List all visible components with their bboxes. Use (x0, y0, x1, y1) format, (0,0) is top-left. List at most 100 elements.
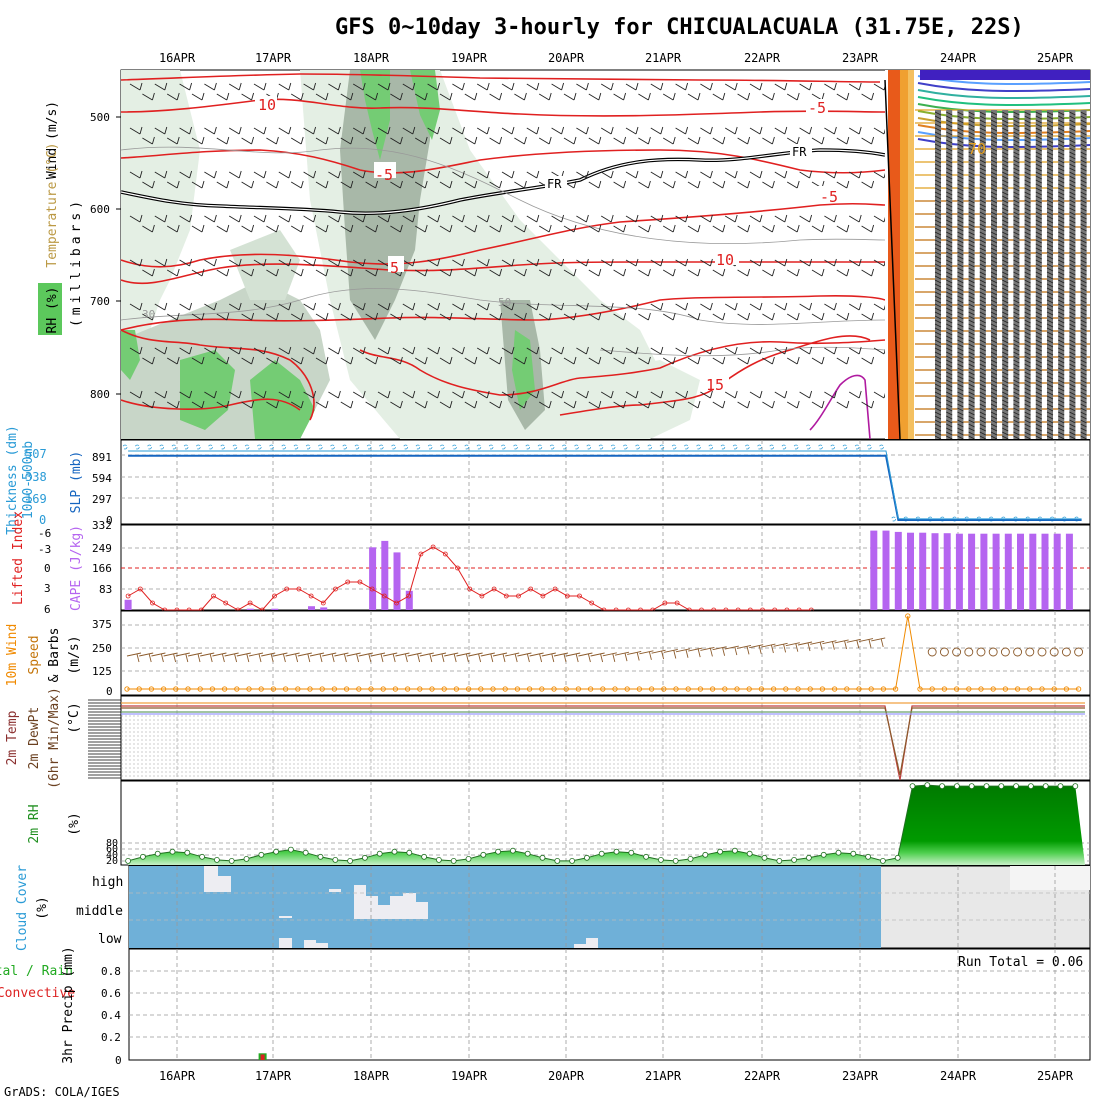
label-lifted-index: Lifted Index (11, 511, 26, 605)
slp-point (671, 444, 677, 450)
calm-circle (988, 647, 998, 657)
slp-point (720, 444, 726, 450)
wind-speed-point (685, 686, 691, 692)
slp-point (598, 444, 604, 450)
precip-panel: Run Total = 0.06 0.8 0.6 0.4 0.2 0 Total… (0, 946, 1091, 1067)
wind-speed-point (343, 686, 350, 692)
contour-label-temp-10b: 10 (716, 251, 734, 269)
cape-tick-249: 249 (92, 542, 112, 555)
calm-circle (939, 647, 949, 657)
slp-point (366, 444, 372, 450)
label-total-rain: Total / Rain (0, 964, 73, 979)
contour-label-30: 30 (142, 308, 155, 321)
barb-column (1024, 110, 1031, 439)
wind-speed-point (612, 686, 618, 692)
rh-point (613, 848, 620, 855)
wind-speed-point (600, 686, 606, 692)
label-slp: SLP (mb) (69, 451, 84, 514)
wind-speed-point (978, 686, 984, 692)
calm-circle (952, 647, 962, 657)
rh-point (421, 853, 428, 860)
slp-point (635, 444, 640, 450)
slp-point (183, 444, 189, 450)
bottom-date-label: 21APR (645, 1069, 682, 1083)
li-point (589, 600, 595, 606)
calm-circle (1000, 647, 1010, 657)
rh-point (524, 850, 531, 857)
rh-point (169, 848, 176, 855)
slp-point (256, 444, 262, 450)
wind-speed-point (722, 686, 728, 692)
wind-speed-point (417, 686, 423, 692)
rh-point (732, 847, 738, 854)
cape-bar (870, 530, 878, 610)
rh-point (287, 846, 294, 853)
calm-circle (1013, 647, 1023, 657)
rh-point (658, 857, 664, 863)
barb-column (991, 110, 997, 439)
rh-point (1057, 783, 1064, 789)
slp-yaxis: 507 338 169 0 891 594 297 0 (25, 447, 113, 527)
wind-speed-point (490, 686, 496, 692)
slp-point (415, 444, 421, 450)
wind-speed-point (758, 686, 765, 692)
li-point (137, 586, 143, 592)
li-point (357, 579, 363, 585)
rh-point (1072, 783, 1079, 789)
wind-speed-point (441, 686, 447, 692)
rh-point (850, 850, 857, 857)
calm-circle (1025, 647, 1035, 657)
wind-speed-point (587, 686, 594, 692)
slp-point (854, 444, 860, 450)
wind-speed-point (734, 686, 740, 692)
li-tick-m3: -3 (38, 543, 51, 556)
li-point (455, 565, 460, 571)
wind-speed-point (539, 686, 545, 692)
wind-barbs (129, 82, 887, 409)
slp-panel: 507 338 169 0 891 594 297 0 Thickness (d… (5, 425, 1091, 535)
label-temperature: Temperature (°C) (45, 142, 60, 267)
wind-speed-point (368, 686, 374, 692)
rh-point (435, 857, 442, 863)
wind-speed-point (1002, 686, 1009, 692)
thickness-tick-0: 0 (39, 513, 46, 527)
li-point (430, 544, 436, 550)
label-thickness: Thickness (dm) (5, 425, 20, 535)
li-point (662, 600, 668, 606)
rh-point (672, 858, 679, 864)
slp-point (342, 444, 348, 450)
wind-speed-series (127, 615, 1079, 690)
rh-point (968, 783, 975, 789)
barb-column (1047, 110, 1053, 439)
rh-point (347, 858, 354, 864)
slp-tick-297: 297 (92, 493, 112, 506)
slp-point (574, 444, 579, 450)
wind-speed-point (966, 686, 972, 692)
slp-point (513, 444, 518, 450)
li-point (564, 593, 570, 599)
rh-point (776, 858, 783, 864)
rh-point (228, 858, 235, 864)
rh-point (376, 850, 383, 857)
slp-point (207, 444, 213, 450)
run-total: Run Total = 0.06 (958, 955, 1083, 970)
calm-circle (976, 647, 986, 657)
ytick-600: 600 (90, 203, 110, 216)
wind-speed-point (331, 686, 338, 692)
wind-speed-point (197, 686, 203, 692)
rh-point (643, 853, 649, 860)
thickness-series (128, 450, 1082, 520)
rh-point (213, 857, 220, 863)
li-point (247, 600, 253, 606)
wind-speed-point (478, 686, 484, 692)
footer-credit: GrADS: COLA/IGES (4, 1085, 120, 1099)
wind-speed-point (234, 686, 240, 692)
cape-bar (369, 547, 377, 610)
rh-point (998, 783, 1005, 789)
cloud-gaps (204, 866, 598, 948)
wind-speed-point (356, 686, 362, 692)
rh-point (820, 851, 827, 858)
surface-wind-barbs (126, 637, 886, 663)
rh-point (139, 853, 146, 860)
precip-yaxis: 0.8 0.6 0.4 0.2 0 (101, 965, 122, 1067)
